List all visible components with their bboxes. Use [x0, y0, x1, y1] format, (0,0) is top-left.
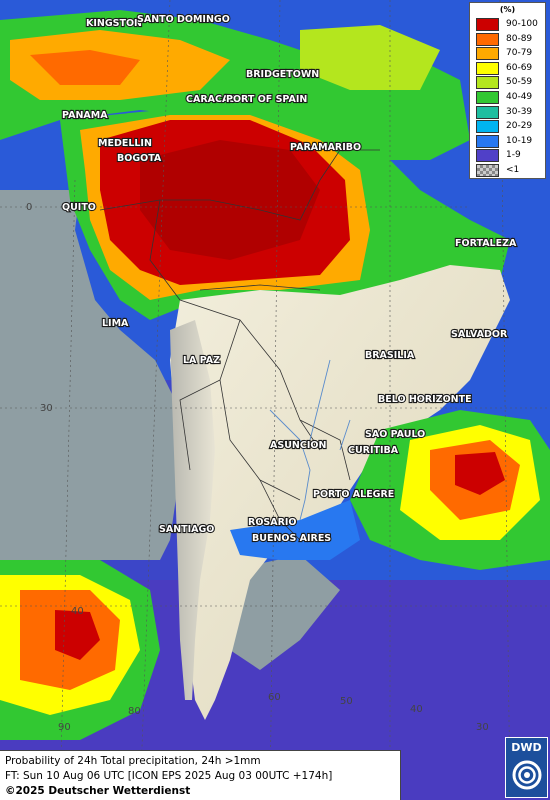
legend-swatch — [476, 120, 499, 134]
legend-label: 10-19 — [506, 135, 533, 146]
legend-swatch — [476, 47, 499, 61]
lat-label-40: 40 — [71, 606, 84, 617]
legend-label: 80-89 — [506, 33, 533, 44]
city-medellin: MEDELLIN — [98, 138, 152, 149]
legend-swatch — [476, 32, 499, 46]
city-panama: PANAMA — [62, 110, 108, 121]
city-fortaleza: FORTALEZA — [455, 238, 517, 249]
lat-label-0: 0 — [26, 202, 32, 213]
andes-range — [170, 320, 215, 700]
legend-label: 1-9 — [506, 150, 521, 161]
city-rosario: ROSARIO — [248, 517, 297, 528]
legend-row: 90-100 — [476, 17, 542, 33]
legend-label: 60-69 — [506, 62, 533, 73]
legend-row: 30-39 — [476, 105, 542, 121]
rivers — [269, 359, 351, 521]
legend-row: 80-89 — [476, 32, 542, 48]
lon-label-50: 50 — [340, 696, 353, 707]
city-paramaribo: PARAMARIBO — [290, 142, 361, 153]
south-cone-band — [230, 500, 360, 560]
city-bogota: BOGOTA — [117, 153, 162, 164]
city-caracas: CARACAS — [186, 94, 236, 105]
legend-unit: (%) — [499, 5, 516, 14]
lon-label-80: 80 — [128, 706, 141, 717]
info-box: Probability of 24h Total precipitation, … — [0, 750, 401, 800]
land-dry-interior — [170, 265, 510, 720]
city-la-paz: LA PAZ — [183, 355, 220, 366]
atlantic-precip-red — [455, 452, 505, 495]
lon-label-40: 40 — [410, 704, 423, 715]
legend-row: 60-69 — [476, 61, 542, 77]
city-kingston: KINGSTON — [86, 18, 142, 29]
legend-label: 90-100 — [506, 19, 538, 29]
info-copyright: ©2025 Deutscher Wetterdienst — [5, 785, 191, 797]
city-curitiba: CURITIBA — [348, 445, 399, 456]
legend-label: 20-29 — [506, 121, 533, 132]
legend-row: 10-19 — [476, 134, 542, 150]
city-bridgetown: BRIDGETOWN — [246, 69, 319, 80]
legend-row: <1 — [476, 163, 542, 179]
dwd-logo: DWD — [505, 737, 548, 798]
city-sao-paulo: SAO PAULO — [365, 429, 425, 440]
legend-swatch — [476, 164, 499, 177]
legend-label: 40-49 — [506, 92, 533, 102]
legend-label: 30-39 — [506, 106, 533, 117]
dry-south-atlantic — [230, 555, 340, 670]
lon-label-30: 30 — [476, 722, 489, 733]
legend-swatch — [476, 105, 499, 119]
legend-label: 70-79 — [506, 48, 533, 59]
city-buenos-aires: BUENOS AIRES — [252, 533, 331, 544]
legend-row: 40-49 — [476, 90, 542, 106]
legend-swatch — [476, 134, 499, 148]
pacific-precip-red — [55, 610, 100, 660]
legend: (%) 90-100 80-89 70-79 60-69 50-59 40-49 30-39… — [469, 2, 546, 179]
city-labels: KINGSTON SANTO DOMINGO BRIDGETOWN CARACA… — [61, 13, 518, 545]
city-quito: QUITO — [62, 202, 96, 213]
legend-row: 1-9 — [476, 148, 542, 164]
amazon-wet-red-hot — [140, 140, 320, 260]
city-port-of-spain: PORT OF SPAIN — [226, 94, 307, 105]
dwd-logo-text: DWD — [511, 741, 542, 754]
city-belo-horizonte: BELO HORIZONTE — [378, 394, 472, 405]
legend-swatch — [476, 18, 499, 31]
caribbean-east — [300, 25, 440, 90]
legend-row: 20-29 — [476, 119, 542, 135]
lon-label-60: 60 — [268, 692, 281, 703]
legend-swatch — [476, 61, 499, 75]
country-borders — [99, 149, 380, 541]
caribbean-precip-red — [30, 50, 140, 85]
legend-swatch — [476, 91, 499, 104]
lon-label-90: 90 — [58, 722, 71, 733]
city-lima: LIMA — [102, 318, 129, 329]
city-asuncion: ASUNCION — [270, 440, 326, 451]
legend-label: <1 — [506, 165, 520, 175]
city-santiago: SANTIAGO — [159, 524, 214, 535]
legend-swatch — [476, 149, 499, 163]
info-forecast-time: FT: Sun 10 Aug 06 UTC [ICON EPS 2025 Aug… — [5, 770, 333, 782]
legend-swatch — [476, 76, 499, 90]
city-brasilia: BRASILIA — [365, 350, 415, 361]
legend-row: 50-59 — [476, 75, 542, 91]
dry-pacific-area — [0, 190, 180, 560]
city-salvador: SALVADOR — [451, 329, 508, 340]
legend-row: 70-79 — [476, 46, 542, 62]
spiral-icon — [512, 760, 542, 790]
legend-label: 50-59 — [506, 77, 533, 88]
lat-label-30: 30 — [40, 403, 53, 414]
info-title: Probability of 24h Total precipitation, … — [5, 755, 261, 767]
city-santo-domingo: SANTO DOMINGO — [137, 14, 230, 25]
city-porto-alegre: PORTO ALEGRE — [313, 489, 394, 500]
